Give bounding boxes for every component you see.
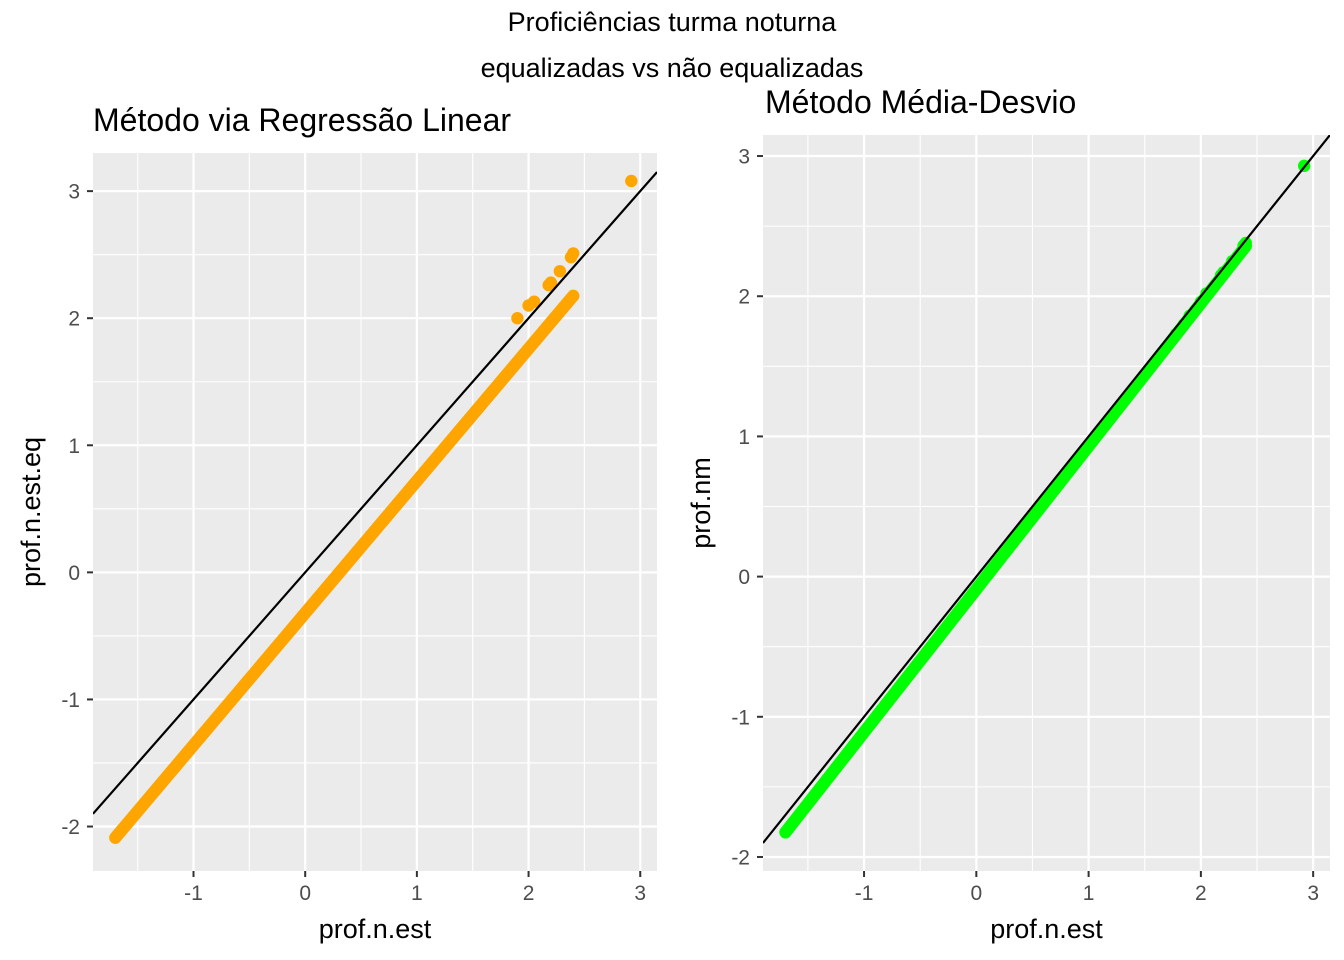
data-points <box>779 159 1311 839</box>
y-tick-label: 0 <box>738 566 750 589</box>
x-tick-label: 3 <box>1307 882 1319 905</box>
chart-panel-2: -1 0 1 2 3 -2 -1 0 1 2 3 Método Média-Desvio prof.n.… <box>686 84 1330 944</box>
y-axis-label: prof.n.est.eq <box>16 437 46 587</box>
x-tick-label: 0 <box>970 882 982 905</box>
x-axis-label: prof.n.est <box>990 914 1103 944</box>
data-point <box>625 174 638 188</box>
y-tick-label: 3 <box>68 181 80 204</box>
reference-line <box>93 171 657 815</box>
data-point <box>1226 254 1239 268</box>
x-tick-label: 1 <box>411 882 423 905</box>
y-tick-label: 2 <box>68 308 80 331</box>
x-tick-label: 2 <box>1195 882 1207 905</box>
panel-title: Método via Regressão Linear <box>93 102 511 138</box>
data-point <box>511 312 524 325</box>
data-point <box>1200 287 1213 300</box>
data-point <box>553 264 567 278</box>
x-tick-label: -1 <box>855 882 874 905</box>
y-tick-label: -1 <box>731 706 750 729</box>
x-tick-label: 0 <box>299 882 311 905</box>
y-tick-label: -1 <box>61 689 80 712</box>
figure-title-line-1: Proficiências turma noturna <box>507 7 837 37</box>
data-point <box>567 247 580 260</box>
data-point <box>1239 236 1252 250</box>
data-points <box>109 174 638 844</box>
data-point <box>567 289 580 303</box>
y-tick-label: 1 <box>68 435 80 458</box>
y-tick-label: 0 <box>68 562 80 585</box>
x-axis-label: prof.n.est <box>319 914 432 944</box>
y-tick-label: 1 <box>738 426 750 449</box>
y-axis-label: prof.nm <box>686 457 716 549</box>
y-tick-label: -2 <box>61 816 80 839</box>
data-point <box>527 295 541 308</box>
figure-title-line-2: equalizadas vs não equalizadas <box>480 53 864 83</box>
x-tick-label: 2 <box>523 882 535 905</box>
data-point <box>544 276 558 289</box>
x-tick-label: 3 <box>634 882 646 905</box>
x-tick-label: -1 <box>184 882 203 905</box>
chart-panel-1: -1 0 1 2 3 -2 -1 0 1 2 3 Método via Regressão Linea… <box>16 102 657 944</box>
y-tick-label: 2 <box>738 286 750 309</box>
data-point <box>1217 266 1230 279</box>
reference-line <box>763 135 1330 844</box>
y-tick-label: -2 <box>731 846 750 869</box>
y-tick-label: 3 <box>738 146 750 169</box>
x-tick-label: 1 <box>1083 882 1095 905</box>
panel-title: Método Média-Desvio <box>765 84 1076 120</box>
